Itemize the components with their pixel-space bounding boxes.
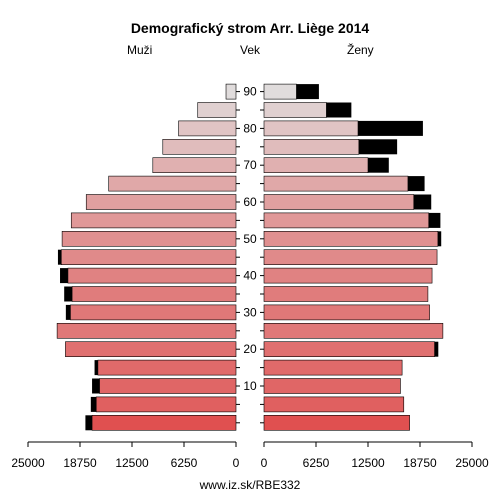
female-bar-85-89: [263, 102, 327, 118]
x-tick-label: 6250: [303, 456, 330, 470]
male-excess-0-4: [85, 415, 93, 431]
female-bar-65-69: [263, 175, 409, 192]
x-tick-label: 18750: [403, 456, 437, 470]
male-excess-30-34: [65, 304, 71, 320]
male-bar-20-24: [65, 341, 237, 358]
left-label: Muži: [127, 43, 152, 57]
age-label-30: 30: [243, 305, 257, 319]
x-tick-label: 18750: [63, 456, 97, 470]
right-label: Ženy: [347, 42, 374, 57]
female-bar-75-79: [263, 139, 360, 155]
female-excess-50-54: [437, 231, 442, 247]
age-label-40: 40: [243, 269, 257, 283]
female-bar-5-9: [263, 396, 405, 413]
female-excess-65-69: [407, 176, 425, 192]
age-axis: 10 20 30 40 50 60 70 80 90: [236, 85, 264, 424]
x-axis: 25000 18750 12500 6250 0 0 6250 12500 18750 25000: [11, 441, 489, 470]
male-bar-5-9: [95, 396, 237, 413]
male-bar-0-4: [91, 414, 237, 431]
female-bar-10-14: [263, 378, 401, 394]
female-bar-55-59: [263, 212, 430, 229]
female-bar-20-24: [263, 341, 435, 358]
age-label-50: 50: [243, 232, 257, 246]
footer-url: www.iz.sk/RBE332: [199, 478, 301, 492]
male-excess-35-39: [64, 286, 73, 302]
male-bar-80-84: [178, 120, 237, 137]
female-excess-80-84: [358, 120, 423, 136]
male-bar-50-54: [61, 231, 237, 247]
female-excess-75-79: [358, 139, 398, 155]
male-excess-45-49: [57, 249, 62, 265]
male-bar-75-79: [162, 139, 237, 155]
male-bars: [56, 83, 237, 431]
x-tick-label: 25000: [455, 456, 489, 470]
chart-title: Demografický strom Arr. Liège 2014: [131, 20, 370, 36]
male-bar-65-69: [108, 175, 237, 192]
female-bar-45-49: [263, 249, 438, 265]
female-bar-15-19: [263, 359, 403, 376]
male-excess-10-14: [92, 378, 100, 394]
male-bar-40-44: [67, 267, 237, 284]
female-excess-70-74: [368, 157, 389, 173]
female-bar-70-74: [263, 157, 369, 173]
female-excess-85-89: [326, 102, 352, 118]
male-bar-30-34: [70, 304, 237, 321]
age-label-90: 90: [243, 85, 257, 99]
female-excess-90+: [296, 84, 319, 100]
male-bar-85-89: [197, 102, 237, 118]
x-tick-label: 12500: [115, 456, 149, 470]
center-label: Vek: [240, 43, 261, 57]
x-tick-label: 6250: [171, 456, 198, 470]
male-excess-5-9: [90, 396, 97, 412]
male-bar-35-39: [71, 286, 237, 302]
age-label-70: 70: [243, 158, 257, 172]
male-bar-60-64: [85, 194, 237, 210]
male-bar-55-59: [70, 212, 237, 229]
male-excess-15-19: [94, 360, 98, 376]
female-bar-80-84: [263, 120, 359, 137]
male-excess-40-44: [60, 268, 68, 284]
female-excess-20-24: [434, 341, 439, 357]
age-label-60: 60: [243, 195, 257, 209]
female-bar-35-39: [263, 286, 429, 302]
male-bar-45-49: [60, 249, 237, 265]
male-bar-25-29: [56, 322, 237, 339]
x-tick-label: 25000: [11, 456, 45, 470]
age-label-20: 20: [243, 342, 257, 356]
female-excess-60-64: [413, 194, 432, 210]
female-bar-60-64: [263, 194, 415, 210]
male-bar-90+: [225, 83, 237, 100]
x-tick-label: 12500: [351, 456, 385, 470]
x-tick-label: 0: [261, 456, 268, 470]
female-bar-40-44: [263, 267, 433, 284]
female-excess-55-59: [428, 212, 441, 228]
female-bar-0-4: [263, 414, 410, 431]
female-bar-90+: [263, 83, 297, 100]
male-bar-15-19: [97, 359, 237, 376]
x-tick-label: 0: [233, 456, 240, 470]
female-bars: [263, 83, 444, 431]
male-bar-10-14: [99, 378, 237, 394]
female-bar-25-29: [263, 322, 444, 339]
female-bar-50-54: [263, 231, 439, 247]
age-label-10: 10: [243, 379, 257, 393]
male-bar-70-74: [152, 157, 237, 173]
age-label-80: 80: [243, 121, 257, 135]
female-bar-30-34: [263, 304, 430, 321]
